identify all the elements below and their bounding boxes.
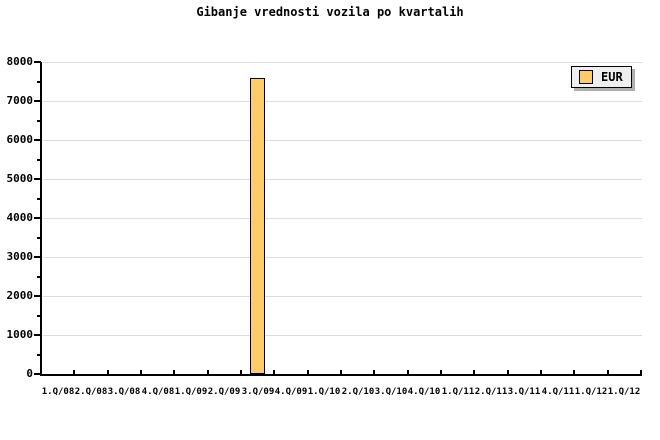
legend-label-eur: EUR: [601, 70, 623, 84]
x-tick: [640, 370, 642, 374]
bar: [250, 78, 265, 374]
x-tick: [440, 370, 442, 374]
y-major-tick: [34, 100, 41, 102]
y-major-tick: [34, 178, 41, 180]
gridline: [43, 101, 642, 102]
x-tick: [473, 370, 475, 374]
x-tick-label: 3.Q/11: [507, 387, 541, 397]
x-tick-label: 2.Q/11: [474, 387, 508, 397]
x-tick: [507, 370, 509, 374]
y-tick-label: 1000: [6, 328, 34, 341]
x-tick: [307, 370, 309, 374]
y-major-tick: [34, 61, 41, 63]
x-tick-label: 1.Q/08: [41, 387, 75, 397]
x-tick: [240, 370, 242, 374]
x-tick-label: 4.Q/08: [141, 387, 175, 397]
x-tick: [73, 370, 75, 374]
y-minor-tick: [37, 120, 41, 122]
x-tick-label: 2.Q/10: [341, 387, 375, 397]
legend-swatch-eur: [579, 70, 593, 84]
y-major-tick: [34, 139, 41, 141]
x-tick-label: 4.Q/10: [407, 387, 441, 397]
gridline: [43, 257, 642, 258]
x-tick-label: 3.Q/09: [241, 387, 275, 397]
x-tick-label: 3.Q/08: [107, 387, 141, 397]
y-axis-line: [40, 62, 42, 376]
x-tick-label: 2.Q/09: [207, 387, 241, 397]
x-tick: [373, 370, 375, 374]
x-tick-label: 4.Q/09: [274, 387, 308, 397]
x-tick: [140, 370, 142, 374]
x-tick-label: 4.Q/11: [541, 387, 575, 397]
chart-title: Gibanje vrednosti vozila po kvartalih: [196, 5, 464, 19]
x-tick-label: 1.Q/12: [607, 387, 641, 397]
y-major-tick: [34, 334, 41, 336]
gridline: [43, 335, 642, 336]
x-axis-line: [40, 374, 642, 376]
x-tick: [407, 370, 409, 374]
legend: EUR: [571, 66, 632, 88]
y-minor-tick: [37, 276, 41, 278]
y-tick-label: 4000: [6, 211, 34, 224]
x-tick-label: 1.Q/11: [441, 387, 475, 397]
y-minor-tick: [37, 237, 41, 239]
y-tick-label: 0: [26, 367, 33, 380]
y-major-tick: [34, 295, 41, 297]
x-tick: [173, 370, 175, 374]
x-tick-label: 1.Q/09: [174, 387, 208, 397]
y-major-tick: [34, 217, 41, 219]
gridline: [43, 62, 642, 63]
y-minor-tick: [37, 81, 41, 83]
y-minor-tick: [37, 159, 41, 161]
y-major-tick: [34, 256, 41, 258]
y-tick-label: 3000: [6, 250, 34, 263]
x-tick-label: 1.Q/10: [307, 387, 341, 397]
y-minor-tick: [37, 198, 41, 200]
y-tick-label: 8000: [6, 55, 34, 68]
y-tick-label: 6000: [6, 133, 34, 146]
x-tick: [207, 370, 209, 374]
x-tick: [107, 370, 109, 374]
y-tick-label: 2000: [6, 289, 34, 302]
x-tick-label: 3.Q/10: [374, 387, 408, 397]
y-minor-tick: [37, 354, 41, 356]
y-tick-label: 7000: [6, 94, 34, 107]
gridline: [43, 140, 642, 141]
x-tick: [607, 370, 609, 374]
y-major-tick: [34, 373, 41, 375]
x-tick-label: 1.Q/12: [574, 387, 608, 397]
x-tick: [340, 370, 342, 374]
x-tick: [40, 370, 42, 374]
y-tick-label: 5000: [6, 172, 34, 185]
x-tick: [573, 370, 575, 374]
y-minor-tick: [37, 315, 41, 317]
x-tick: [273, 370, 275, 374]
x-tick: [540, 370, 542, 374]
x-tick-label: 2.Q/08: [74, 387, 108, 397]
gridline: [43, 296, 642, 297]
gridline: [43, 218, 642, 219]
gridline: [43, 179, 642, 180]
